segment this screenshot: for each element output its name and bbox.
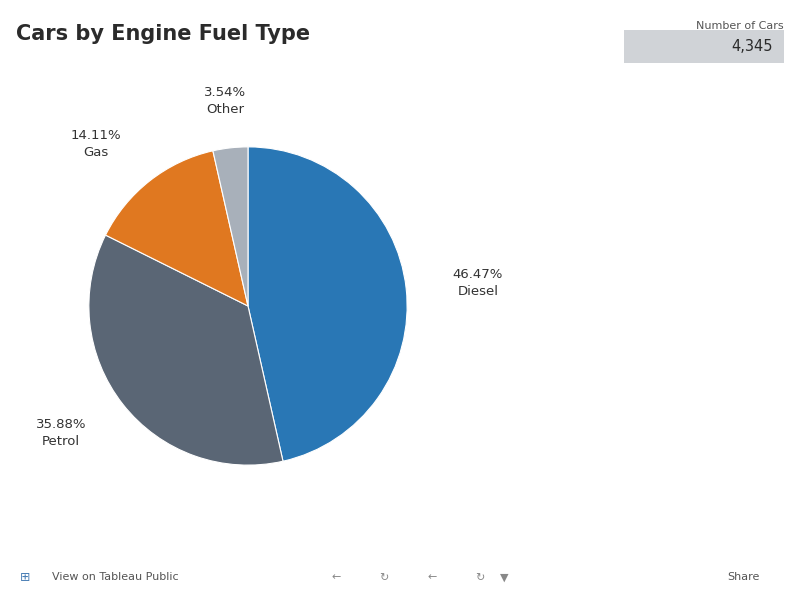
Text: ↻: ↻: [379, 572, 389, 583]
Wedge shape: [213, 147, 248, 306]
Text: View on Tableau Public: View on Tableau Public: [52, 572, 178, 583]
Text: Cars by Engine Fuel Type: Cars by Engine Fuel Type: [16, 24, 310, 44]
Text: 14.11%
Gas: 14.11% Gas: [70, 129, 121, 159]
Text: ←: ←: [331, 572, 341, 583]
Text: ▼: ▼: [500, 572, 508, 583]
Wedge shape: [89, 235, 283, 465]
Text: Number of Cars: Number of Cars: [696, 21, 784, 31]
Text: ↻: ↻: [475, 572, 485, 583]
Text: ←: ←: [427, 572, 437, 583]
Text: 4,345: 4,345: [731, 39, 773, 54]
Text: ⊞: ⊞: [20, 571, 30, 584]
Text: 35.88%
Petrol: 35.88% Petrol: [35, 418, 86, 448]
Wedge shape: [106, 151, 248, 306]
Text: 3.54%
Other: 3.54% Other: [204, 86, 246, 116]
Wedge shape: [248, 147, 407, 461]
Text: 46.47%
Diesel: 46.47% Diesel: [453, 268, 503, 298]
Text: Share: Share: [728, 572, 760, 583]
